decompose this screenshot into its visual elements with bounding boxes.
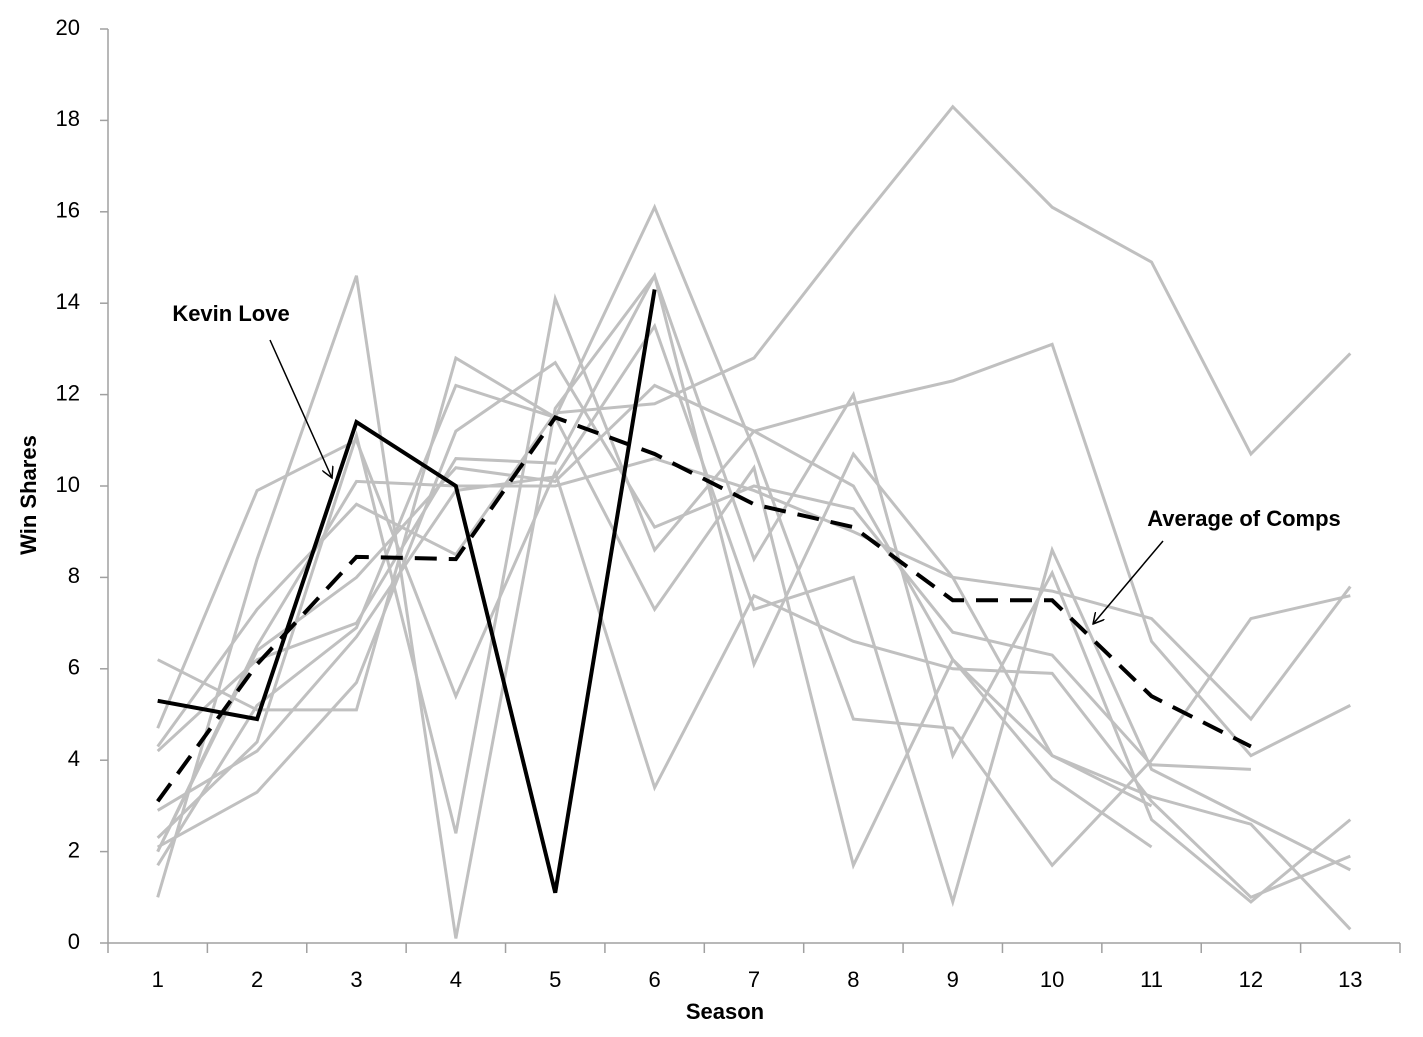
- x-tick-label: 5: [549, 967, 561, 992]
- annotation-arrow: [269, 339, 332, 478]
- comp-line: [157, 203, 1351, 868]
- annotation: Kevin Love: [172, 301, 289, 326]
- y-tick-label: 0: [68, 929, 80, 954]
- x-tick-label: 9: [947, 967, 959, 992]
- y-tick-label: 20: [56, 15, 80, 40]
- x-tick-label: 7: [748, 967, 760, 992]
- y-tick-label: 2: [68, 837, 80, 862]
- x-tick-label: 12: [1239, 967, 1263, 992]
- annotation: Average of Comps: [1147, 506, 1341, 531]
- highlight-line: [157, 289, 657, 894]
- x-tick-label: 1: [152, 967, 164, 992]
- y-tick-label: 18: [56, 106, 80, 131]
- x-tick-label: 13: [1338, 967, 1362, 992]
- x-tick-label: 11: [1140, 967, 1163, 992]
- annotation-arrow: [1093, 540, 1164, 624]
- y-tick-label: 4: [68, 746, 80, 771]
- y-tick-label: 8: [68, 563, 80, 588]
- y-tick-label: 10: [56, 472, 80, 497]
- x-tick-label: 4: [450, 967, 462, 992]
- x-tick-label: 10: [1040, 967, 1064, 992]
- x-tick-label: 3: [350, 967, 362, 992]
- y-tick-label: 12: [56, 380, 80, 405]
- y-axis-title: Win Shares: [16, 435, 41, 555]
- comp-line: [156, 360, 1251, 849]
- x-tick-label: 8: [847, 967, 859, 992]
- x-tick-label: 2: [251, 967, 263, 992]
- comp-line: [156, 322, 1351, 908]
- comp-line: [156, 272, 1352, 939]
- comp-line: [156, 457, 1352, 931]
- y-tick-label: 14: [56, 289, 80, 314]
- highlight-line: [156, 415, 1252, 803]
- y-tick-label: 16: [56, 198, 80, 223]
- y-tick-label: 6: [68, 655, 80, 680]
- comp-line: [156, 104, 1352, 748]
- x-tick-label: 6: [648, 967, 660, 992]
- comp-line: [156, 438, 1351, 900]
- comp-line: [156, 272, 1352, 904]
- x-axis-title: Season: [686, 999, 764, 1024]
